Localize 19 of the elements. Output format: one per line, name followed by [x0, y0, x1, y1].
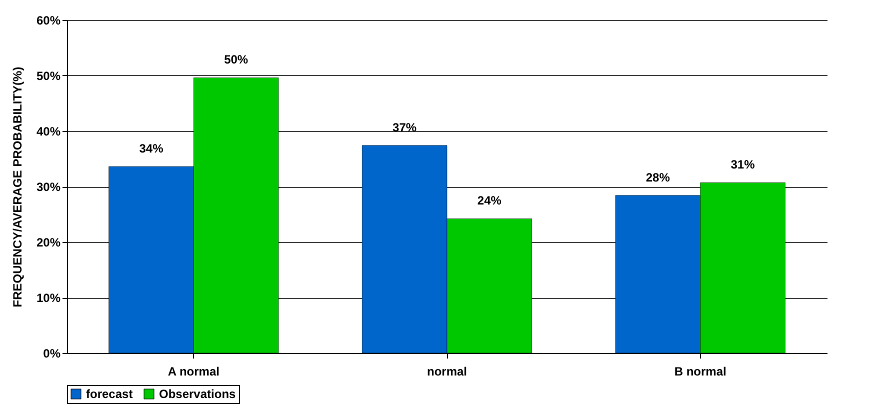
x-tick-label: normal [426, 364, 468, 378]
data-label: 28% [646, 170, 670, 184]
legend-label: Observations [159, 387, 236, 401]
y-tick-label: 20% [36, 236, 61, 250]
y-tick-label: 40% [36, 124, 61, 138]
x-tick-label: B normal [674, 364, 726, 378]
data-label: 37% [392, 120, 417, 134]
y-tick-label: 50% [36, 69, 61, 83]
data-label: 34% [139, 142, 164, 156]
data-label: 31% [730, 158, 756, 172]
data-label: 50% [224, 52, 248, 67]
y-tick-label: 30% [36, 180, 61, 194]
data-label: 24% [477, 194, 502, 208]
y-tick-label: 10% [36, 291, 61, 305]
x-tick-label: A normal [168, 364, 220, 378]
y-tick-label: 0% [43, 346, 61, 360]
y-tick-label: 60% [36, 14, 61, 28]
y-axis-title: FREQUENCY/AVERAGE PROBABILITY(%) [10, 66, 24, 308]
legend-label: forecast [86, 387, 133, 401]
